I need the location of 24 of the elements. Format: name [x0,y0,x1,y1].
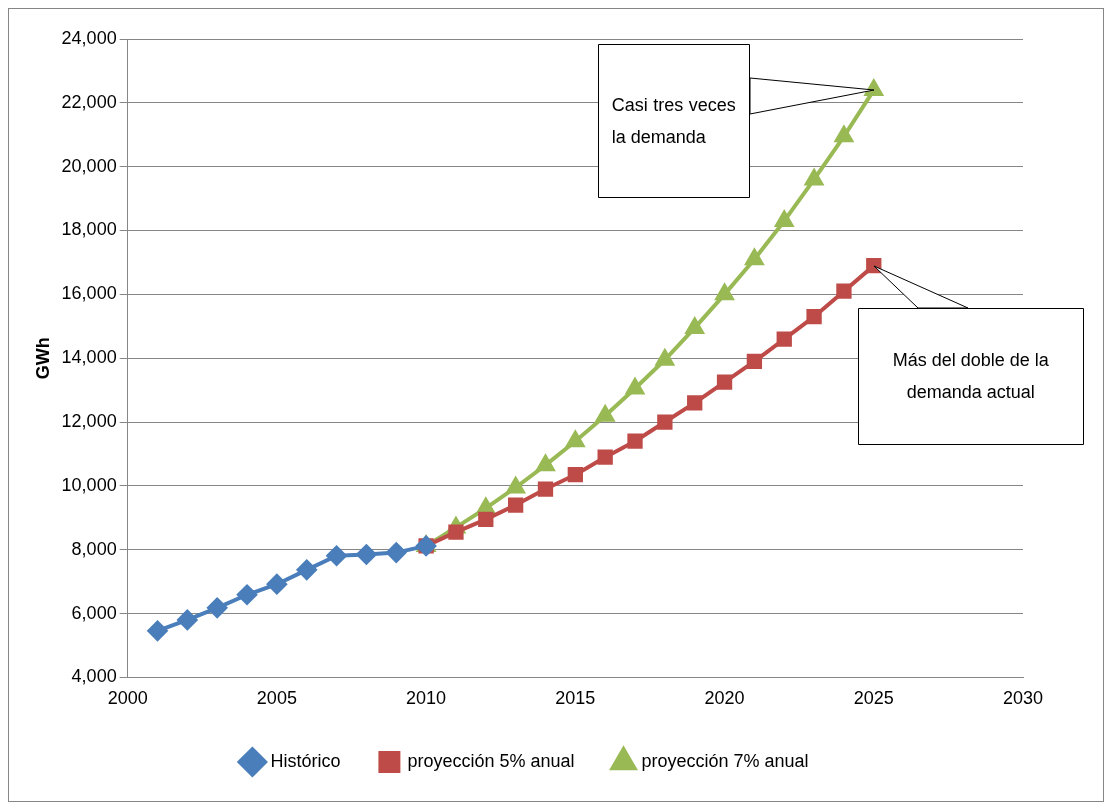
y-tick-label: 24,000 [61,27,117,48]
x-tick-label: 2005 [256,688,297,709]
y-tick-label: 20,000 [61,155,117,176]
y-tick-label: 8,000 [71,538,117,559]
y-tick-label: 22,000 [61,91,117,112]
y-tick-label: 12,000 [61,411,117,432]
legend-label: proyección 7% anual [641,750,809,771]
y-tick-label: 10,000 [61,474,117,495]
x-tick-label: 2025 [853,688,894,709]
x-tick-label: 2030 [1002,688,1044,709]
y-tick-label: 6,000 [71,602,117,623]
y-tick-label: 14,000 [61,347,117,368]
x-tick-label: 2000 [107,688,148,709]
y-tick-label: 18,000 [61,219,117,240]
legend-label: proyección 5% anual [407,750,575,771]
legend-label: Histórico [270,750,341,771]
annotation: Casi tres veces la demanda [611,94,736,150]
x-tick-label: 2010 [406,688,447,709]
y-tick-label: 4,000 [71,666,117,687]
x-tick-label: 2020 [704,688,745,709]
x-tick-label: 2015 [555,688,596,709]
annotation: Más del doble de la demanda actual [891,349,1050,405]
y-tick-label: 16,000 [61,283,117,304]
y-axis-title: GWh [32,337,53,380]
